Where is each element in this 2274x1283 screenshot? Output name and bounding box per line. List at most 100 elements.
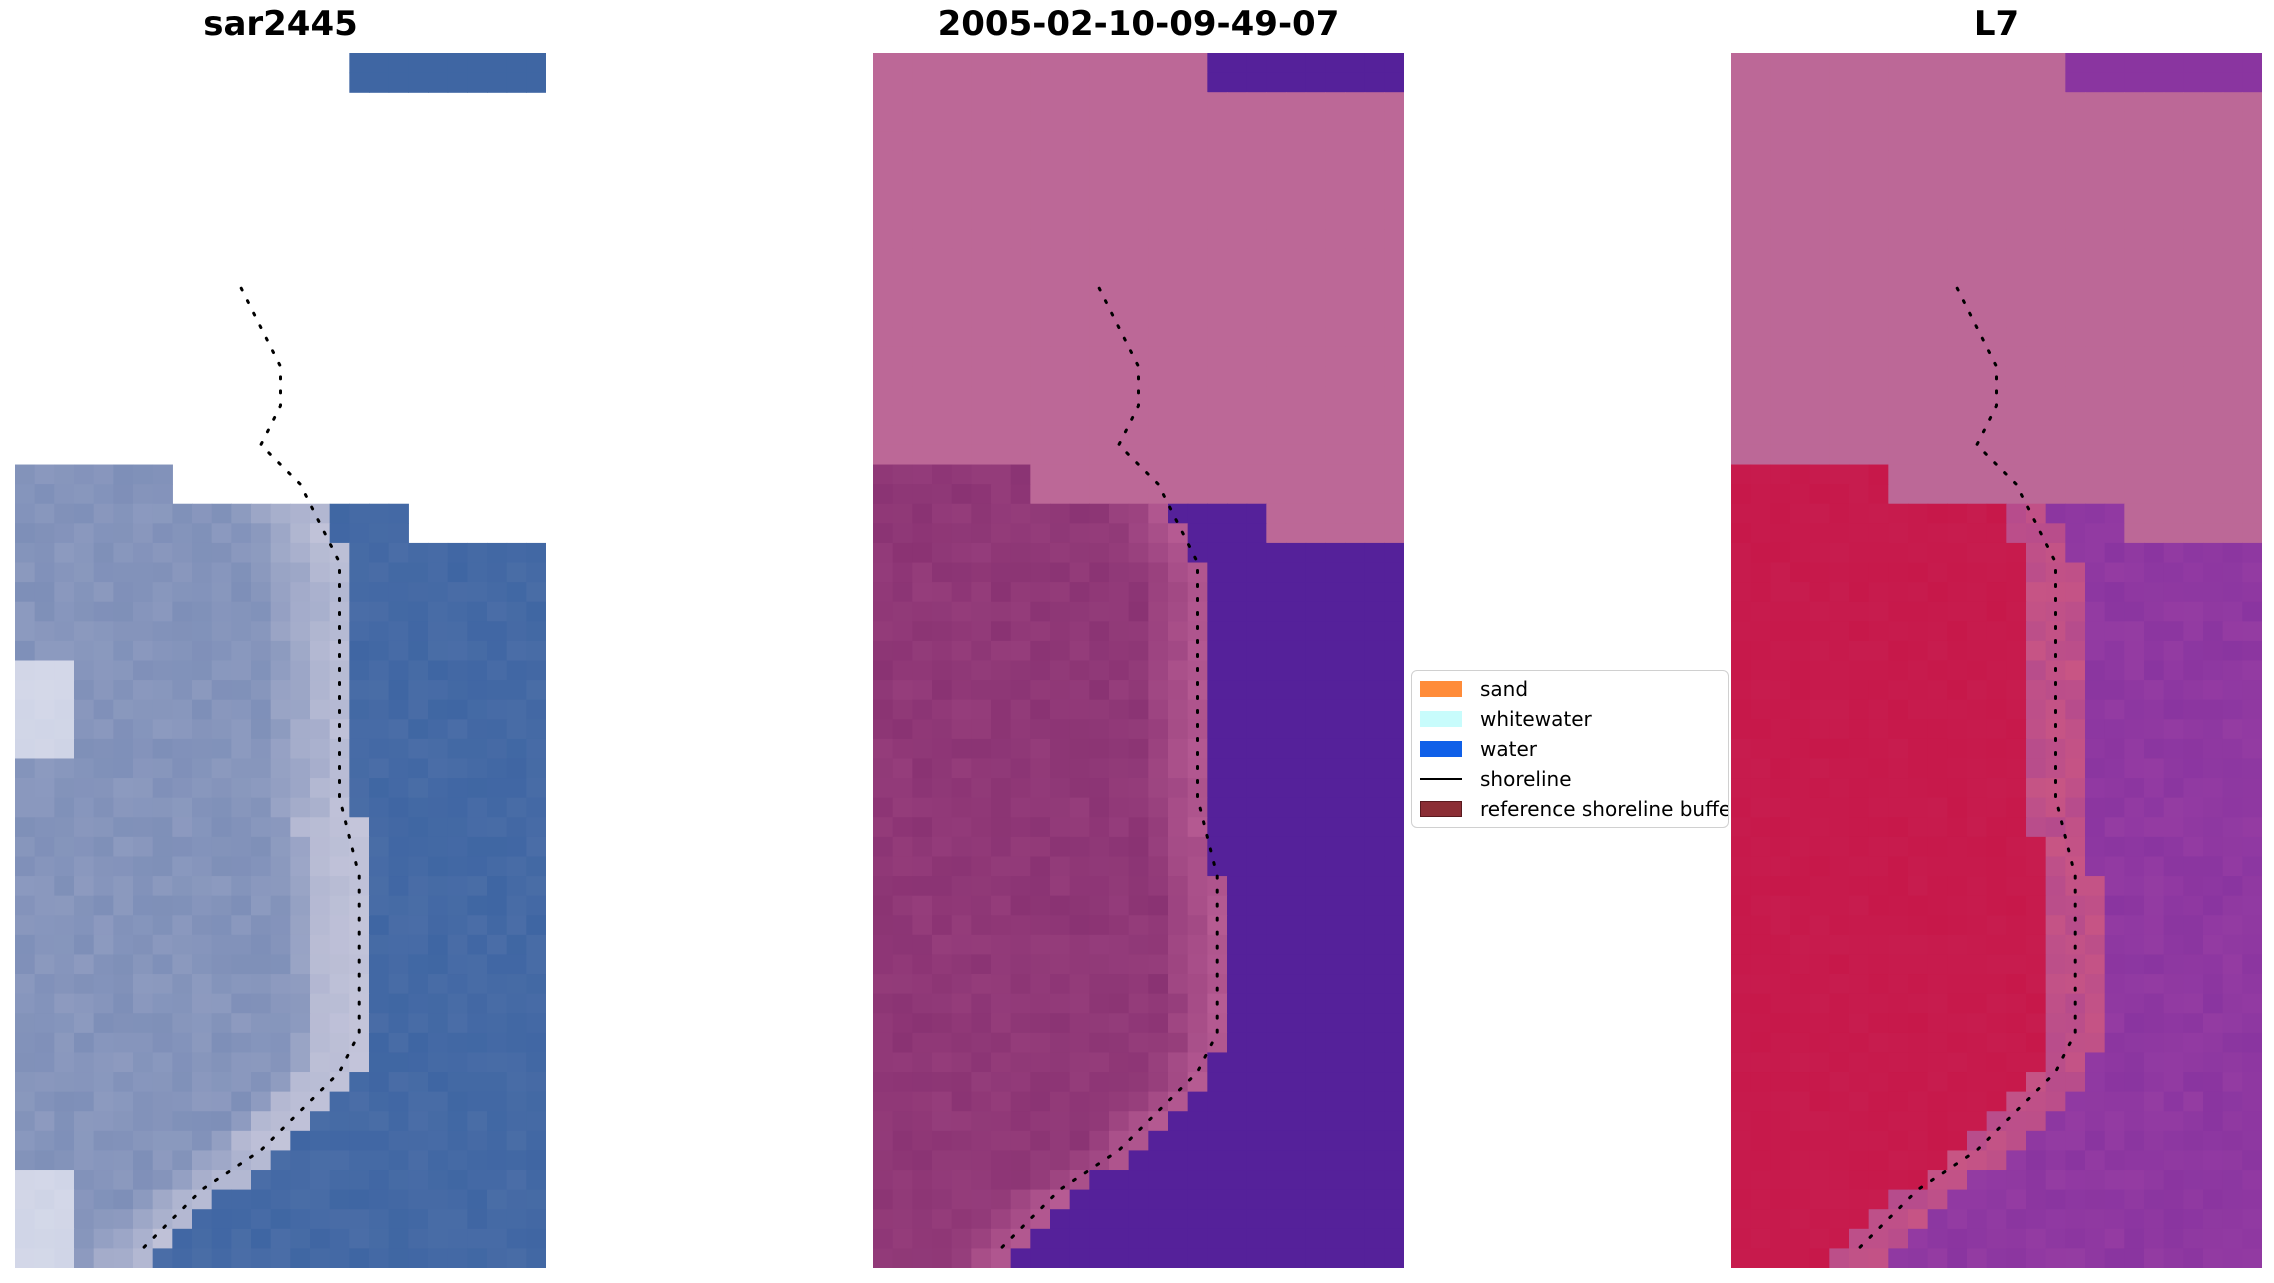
pixel-cell — [951, 464, 972, 485]
pixel-cell — [1207, 346, 1228, 368]
pixel-cell — [447, 993, 468, 1014]
pixel-cell — [1849, 601, 1870, 622]
pixel-cell — [1849, 307, 1870, 328]
pixel-cell — [2104, 954, 2125, 975]
pixel-cell — [1207, 366, 1228, 387]
pixel-cell — [74, 817, 95, 838]
pixel-cell — [2045, 464, 2066, 485]
pixel-cell — [1849, 621, 1870, 642]
pixel-cell — [1305, 268, 1326, 289]
pixel-cell — [1770, 229, 1791, 250]
pixel-cell — [932, 484, 953, 505]
pixel-cell — [1286, 248, 1307, 270]
pixel-cell — [2144, 1209, 2165, 1230]
pixel-cell — [2242, 92, 2262, 113]
pixel-cell — [133, 1228, 154, 1250]
pixel-cell — [467, 72, 488, 93]
pixel-cell — [1868, 1052, 1889, 1073]
pixel-cell — [1286, 1150, 1307, 1171]
pixel-cell — [1908, 131, 1929, 152]
pixel-cell — [1168, 425, 1189, 446]
pixel-cell — [1305, 993, 1326, 1014]
pixel-cell — [1207, 170, 1228, 191]
pixel-cell — [1246, 288, 1267, 309]
pixel-cell — [1207, 621, 1228, 642]
pixel-cell — [1168, 1150, 1189, 1171]
pixel-cell — [251, 993, 272, 1014]
pixel-cell — [873, 1052, 894, 1073]
pixel-cell — [1731, 386, 1752, 407]
pixel-cell — [93, 1052, 114, 1073]
pixel-cell — [2045, 366, 2066, 387]
pixel-cell — [2144, 444, 2165, 466]
pixel-cell — [1305, 934, 1326, 956]
pixel-cell — [1790, 111, 1811, 132]
pixel-cell — [951, 484, 972, 505]
pixel-cell — [2163, 1228, 2184, 1250]
pixel-cell — [1187, 1150, 1208, 1171]
pixel-cell — [991, 601, 1012, 622]
pixel-cell — [526, 778, 546, 799]
pixel-cell — [349, 582, 370, 603]
pixel-cell — [290, 1189, 311, 1210]
pixel-cell — [93, 1091, 114, 1112]
pixel-cell — [1266, 346, 1287, 368]
pixel-cell — [991, 758, 1012, 779]
pixel-cell — [1908, 366, 1929, 387]
pixel-cell — [270, 542, 291, 564]
pixel-cell — [1947, 523, 1968, 544]
pixel-cell — [1109, 797, 1130, 818]
pixel-cell — [971, 170, 992, 191]
pixel-cell — [408, 758, 429, 779]
pixel-cell — [1187, 366, 1208, 387]
pixel-cell — [54, 523, 75, 544]
pixel-cell — [93, 621, 114, 642]
pixel-cell — [932, 1189, 953, 1210]
pixel-cell — [912, 758, 933, 779]
pixel-cell — [2163, 1130, 2184, 1152]
pixel-cell — [951, 1209, 972, 1230]
pixel-cell — [1888, 660, 1909, 681]
pixel-cell — [1246, 1072, 1267, 1093]
pixel-cell — [912, 170, 933, 191]
pixel-cell — [1849, 190, 1870, 211]
pixel-cell — [1069, 738, 1090, 760]
pixel-cell — [1148, 1111, 1169, 1132]
pixel-cell — [152, 601, 173, 622]
pixel-cell — [1809, 836, 1830, 858]
pixel-cell — [172, 856, 193, 877]
pixel-cell — [912, 1072, 933, 1093]
pixel-cell — [2144, 523, 2165, 544]
pixel-cell — [951, 993, 972, 1014]
pixel-cell — [951, 974, 972, 995]
pixel-cell — [270, 680, 291, 701]
pixel-cell — [1770, 1209, 1791, 1230]
pixel-cell — [74, 660, 95, 681]
pixel-cell — [1829, 876, 1850, 897]
pixel-cell — [1325, 1032, 1346, 1054]
pixel-cell — [2124, 386, 2145, 407]
pixel-cell — [1750, 131, 1771, 152]
pixel-cell — [329, 856, 350, 877]
pixel-cell — [408, 640, 429, 662]
pixel-cell — [506, 856, 527, 877]
pixel-cell — [1947, 72, 1968, 93]
pixel-cell — [2163, 425, 2184, 446]
pixel-cell — [349, 1209, 370, 1230]
pixel-cell — [2203, 1170, 2224, 1191]
pixel-cell — [2222, 523, 2243, 544]
pixel-cell — [1030, 699, 1051, 720]
pixel-cell — [971, 974, 992, 995]
pixel-cell — [1868, 582, 1889, 603]
pixel-cell — [1069, 425, 1090, 446]
pixel-cell — [1809, 229, 1830, 250]
pixel-cell — [1927, 876, 1948, 897]
pixel-cell — [2203, 405, 2224, 426]
pixel-cell — [1030, 1209, 1051, 1230]
pixel-cell — [1967, 268, 1988, 289]
pixel-cell — [1770, 53, 1791, 74]
pixel-cell — [1986, 444, 2007, 466]
pixel-cell — [1266, 72, 1287, 93]
pixel-cell — [1927, 1209, 1948, 1230]
pixel-cell — [2104, 542, 2125, 564]
